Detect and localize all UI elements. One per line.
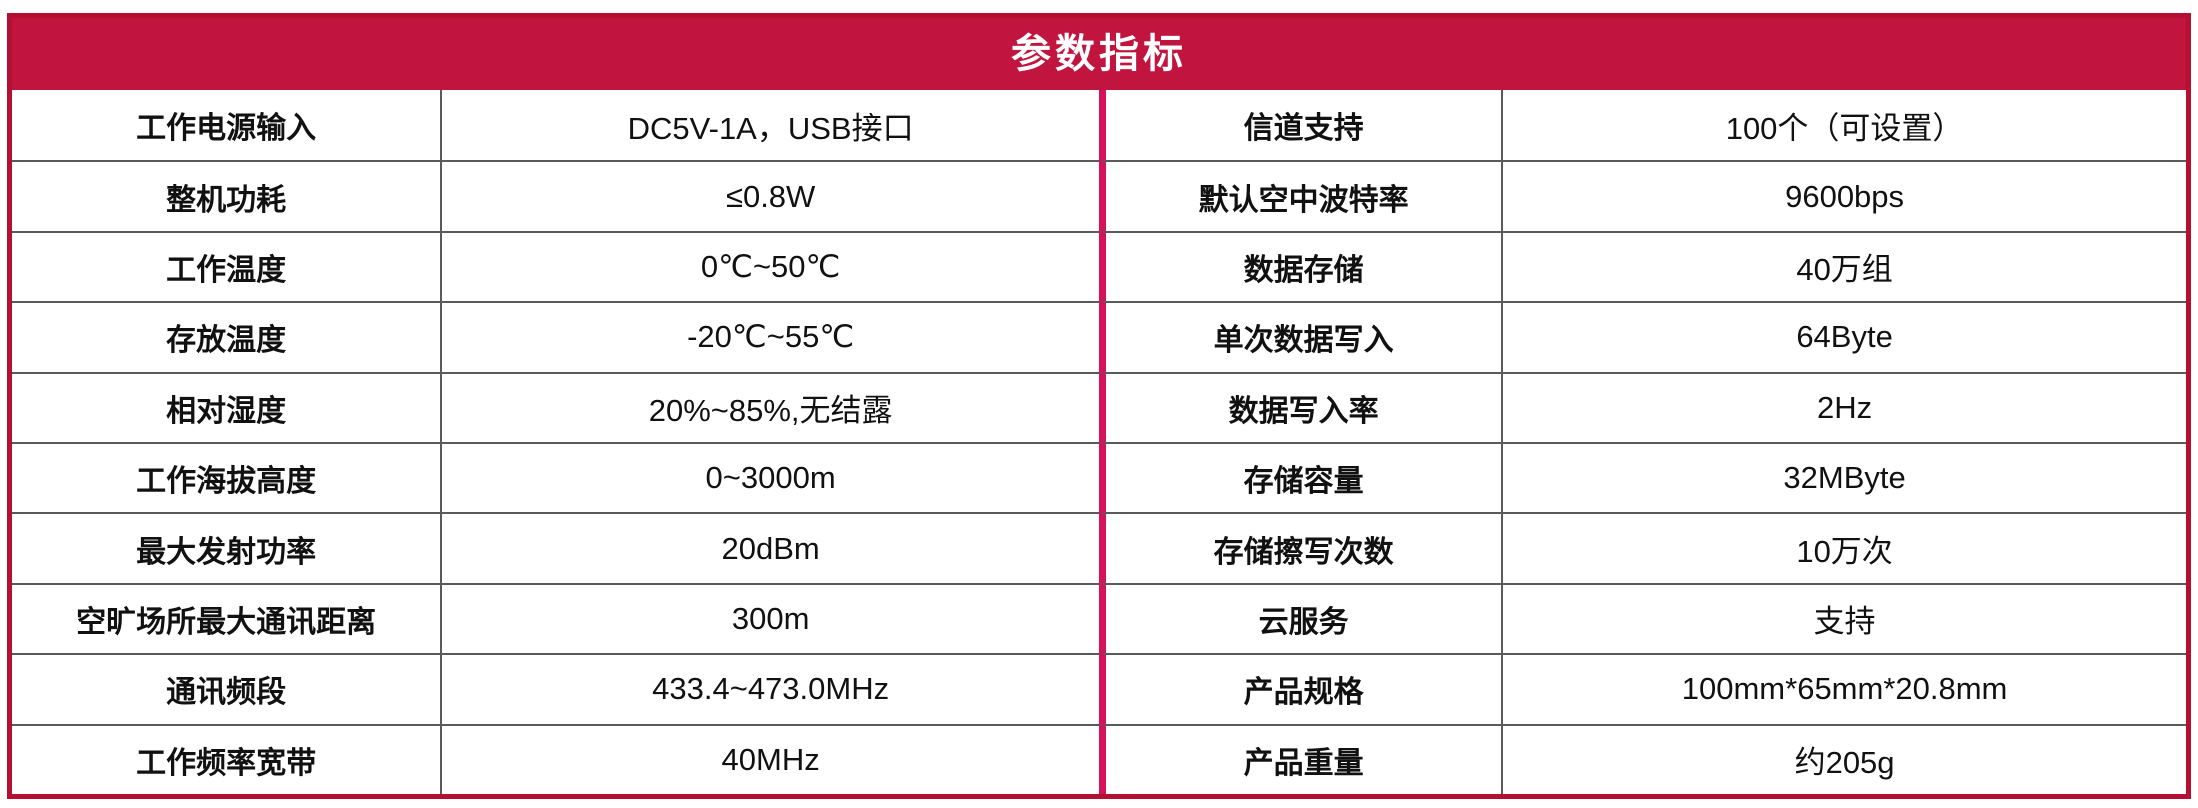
spec-value: 64Byte: [1501, 301, 2186, 372]
spec-value: 0~3000m: [440, 441, 1099, 513]
spec-value: -20℃~55℃: [440, 301, 1099, 372]
spec-value: 100mm*65mm*20.8mm: [1501, 653, 2186, 724]
spec-value: 支持: [1501, 582, 2186, 654]
spec-value: 9600bps: [1501, 160, 2186, 231]
spec-value: 2Hz: [1501, 371, 2186, 442]
spec-value: 约205g: [1501, 723, 2186, 794]
spec-value: 100个（可设置）: [1501, 90, 2186, 161]
spec-label: 存储容量: [1098, 441, 1502, 513]
spec-label: 工作海拔高度: [12, 441, 441, 512]
table-body: 工作电源输入 DC5V-1A，USB接口 信道支持 100个（可设置） 整机功耗…: [12, 90, 2186, 794]
spec-label: 空旷场所最大通讯距离: [12, 582, 441, 653]
spec-value: 20dBm: [440, 512, 1099, 583]
spec-label: 云服务: [1098, 582, 1502, 654]
page-title: 参数指标: [1011, 32, 1187, 76]
spec-label: 工作电源输入: [136, 112, 317, 146]
spec-label: 信道支持: [1098, 90, 1501, 161]
spec-table: 参数指标 工作电源输入 DC5V-1A，USB接口 信道支持 100个（可设置）…: [7, 13, 2191, 799]
spec-label: 工作频率宽带: [12, 723, 441, 794]
spec-label: 通讯频段: [12, 653, 441, 723]
spec-value: 40万组: [1501, 230, 2186, 302]
spec-label: 产品规格: [1098, 653, 1502, 724]
spec-label: 数据存储: [1098, 230, 1502, 302]
spec-value: ≤0.8W: [440, 160, 1099, 231]
spec-label: 单次数据写入: [1098, 301, 1502, 372]
table-header: 参数指标: [12, 18, 2186, 90]
spec-label: 产品重量: [1098, 723, 1502, 794]
spec-value: 32MByte: [1501, 441, 2186, 513]
spec-value: 20%~85%,无结露: [440, 371, 1099, 442]
spec-value: 300m: [440, 582, 1099, 654]
spec-label: 工作温度: [12, 230, 441, 301]
spec-label: 默认空中波特率: [1098, 160, 1502, 231]
spec-value: 433.4~473.0MHz: [440, 653, 1099, 724]
spec-label: 存储擦写次数: [1098, 512, 1502, 583]
spec-value: 40MHz: [440, 723, 1099, 794]
spec-label: 相对湿度: [12, 371, 441, 442]
spec-label: 整机功耗: [12, 160, 441, 230]
spec-label: 最大发射功率: [12, 512, 441, 582]
spec-value: 0℃~50℃: [440, 230, 1099, 302]
spec-label: 数据写入率: [1098, 371, 1502, 442]
spec-label: 存放温度: [12, 301, 441, 371]
spec-value: DC5V-1A，USB接口: [440, 90, 1099, 161]
spec-value: 10万次: [1501, 512, 2186, 583]
